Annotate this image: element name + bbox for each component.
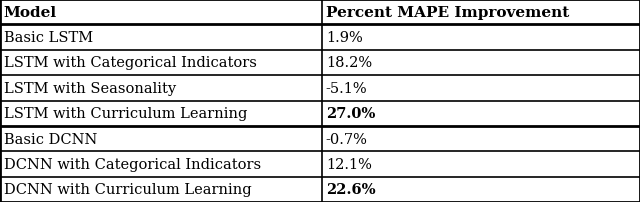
- Text: 1.9%: 1.9%: [326, 31, 362, 45]
- Text: 27.0%: 27.0%: [326, 107, 375, 121]
- Text: 12.1%: 12.1%: [326, 157, 372, 171]
- Text: LSTM with Categorical Indicators: LSTM with Categorical Indicators: [4, 56, 257, 70]
- Text: 18.2%: 18.2%: [326, 56, 372, 70]
- Text: -5.1%: -5.1%: [326, 81, 367, 95]
- Text: Basic LSTM: Basic LSTM: [4, 31, 93, 45]
- Text: DCNN with Curriculum Learning: DCNN with Curriculum Learning: [4, 182, 252, 196]
- Text: Basic DCNN: Basic DCNN: [4, 132, 97, 146]
- Text: DCNN with Categorical Indicators: DCNN with Categorical Indicators: [4, 157, 261, 171]
- Text: LSTM with Curriculum Learning: LSTM with Curriculum Learning: [4, 107, 247, 121]
- Text: LSTM with Seasonality: LSTM with Seasonality: [4, 81, 176, 95]
- Text: Model: Model: [4, 6, 57, 20]
- Text: Percent MAPE Improvement: Percent MAPE Improvement: [326, 6, 569, 20]
- Text: -0.7%: -0.7%: [326, 132, 367, 146]
- Text: 22.6%: 22.6%: [326, 182, 376, 196]
